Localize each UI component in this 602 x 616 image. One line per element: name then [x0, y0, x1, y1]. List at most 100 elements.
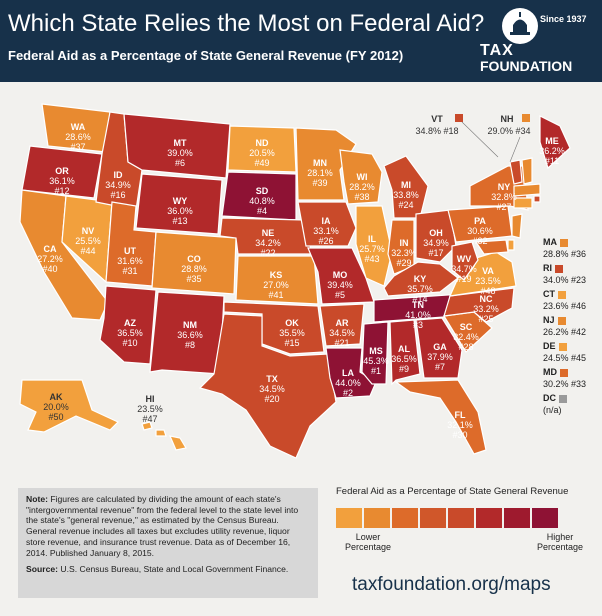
logo-since: Since 1937 [540, 14, 587, 24]
small-state-swatch [558, 342, 567, 351]
state-label-mo-value: 39.4% [327, 280, 353, 290]
state-nh [521, 157, 533, 185]
state-label-co-value: 28.8% [181, 264, 207, 274]
state-label-or-rank: #12 [54, 186, 69, 196]
state-label-wa-abbr: WA [71, 122, 86, 132]
state-label-mt-rank: #6 [175, 158, 185, 168]
state-ks [235, 255, 319, 305]
state-label-ms-value: 45.3% [363, 356, 389, 366]
state-label-nm-abbr: NM [183, 320, 197, 330]
legend-swatch-7 [504, 508, 530, 528]
state-label-ca-rank: #40 [42, 264, 57, 274]
state-label-nc-abbr: NC [480, 294, 493, 304]
state-label-mi-value: 33.8% [393, 190, 419, 200]
vt-callout-value: 34.8% #18 [415, 126, 458, 136]
state-nd [227, 125, 297, 173]
state-label-ia-rank: #26 [318, 236, 333, 246]
state-mn [295, 127, 357, 201]
small-state-value: 23.6% #46 [543, 301, 587, 311]
state-label-ny-value: 32.8% [491, 192, 517, 202]
state-tx [198, 313, 337, 459]
state-label-sd-rank: #4 [257, 206, 267, 216]
state-label-tn-value: 41.0% [405, 310, 431, 320]
small-state-abbr: NJ [543, 315, 555, 325]
small-state-abbr: DE [543, 341, 556, 351]
state-label-wi-abbr: WI [357, 172, 368, 182]
state-label-me-abbr: ME [545, 136, 559, 146]
state-label-la-value: 44.0% [335, 378, 361, 388]
source-url[interactable]: taxfoundation.org/maps [352, 574, 551, 595]
state-label-hi-value: 23.5% [137, 404, 163, 414]
small-state-abbr: DC [543, 393, 556, 403]
legend-swatch-8 [532, 508, 558, 528]
state-label-wy-rank: #13 [172, 216, 187, 226]
state-label-ca-value: 27.2% [37, 254, 63, 264]
page-title: Which State Relies the Most on Federal A… [8, 10, 485, 37]
state-label-ut-rank: #31 [122, 266, 137, 276]
small-state-value: (n/a) [543, 405, 562, 415]
state-label-ks-rank: #41 [268, 290, 283, 300]
state-label-pa-abbr: PA [474, 216, 486, 226]
legend-swatch-5 [448, 508, 474, 528]
source-text: U.S. Census Bureau, State and Local Gove… [60, 564, 289, 575]
state-label-wi-value: 28.2% [349, 182, 375, 192]
state-wy [135, 173, 223, 235]
state-label-wa-rank: #37 [70, 142, 85, 152]
state-wv [451, 241, 479, 281]
legend-title: Federal Aid as a Percentage of State Gen… [336, 486, 569, 497]
state-label-hi-abbr: HI [146, 394, 155, 404]
state-label-ar-abbr: AR [336, 318, 349, 328]
state-nj [511, 213, 523, 239]
state-label-sd-abbr: SD [256, 186, 269, 196]
state-label-ok-rank: #15 [284, 338, 299, 348]
state-label-ny-abbr: NY [498, 182, 511, 192]
state-label-ok-abbr: OK [285, 318, 299, 328]
state-label-co-rank: #35 [186, 274, 201, 284]
state-label-ia-value: 33.1% [313, 226, 339, 236]
nh-leader-line [509, 136, 521, 163]
state-il [355, 205, 393, 287]
state-label-ne-abbr: NE [262, 228, 275, 238]
state-de [507, 239, 515, 251]
state-wi [339, 149, 383, 205]
state-label-wi-rank: #38 [354, 192, 369, 202]
state-ky [383, 261, 459, 297]
state-label-il-rank: #43 [364, 254, 379, 264]
state-vt [509, 159, 523, 185]
state-label-mn-rank: #39 [312, 178, 327, 188]
state-label-al-abbr: AL [398, 344, 410, 354]
state-ak [19, 379, 120, 433]
state-label-tx-abbr: TX [266, 374, 278, 384]
labels-layer: WA28.6%#37OR36.1%#12CA27.2%#40NV25.5%#44… [37, 122, 565, 440]
small-state-ri: RI 34.0% #23 [543, 263, 586, 285]
state-label-wv-abbr: WV [457, 254, 472, 264]
state-label-va-rank: #48 [480, 286, 495, 296]
state-hi [141, 421, 187, 451]
small-state-ct: CT 23.6% #46 [543, 289, 586, 311]
state-label-ga-abbr: GA [433, 342, 447, 352]
small-state-swatch [555, 264, 563, 273]
state-label-mt-abbr: MT [174, 138, 187, 148]
state-label-wy-abbr: WY [173, 196, 188, 206]
state-az [99, 285, 157, 365]
state-label-al-rank: #9 [399, 364, 409, 374]
state-label-ms-rank: #1 [371, 366, 381, 376]
state-label-ks-abbr: KS [270, 270, 283, 280]
state-label-nm-value: 36.6% [177, 330, 203, 340]
state-label-nv-rank: #44 [80, 246, 95, 256]
legend-swatch-1 [336, 508, 362, 528]
source-label: Source: [26, 564, 58, 575]
state-label-in-abbr: IN [400, 238, 409, 248]
state-label-nv-value: 25.5% [75, 236, 101, 246]
state-nm [149, 291, 225, 375]
tax-foundation-logo: Since 1937 TAX FOUNDATION [480, 8, 590, 76]
small-state-abbr: CT [543, 289, 555, 299]
state-label-nm-rank: #8 [185, 340, 195, 350]
small-state-abbr: MA [543, 237, 557, 247]
state-label-fl-abbr: FL [455, 410, 466, 420]
state-label-wa-value: 28.6% [65, 132, 91, 142]
state-label-az-value: 36.5% [117, 328, 143, 338]
state-ga [415, 317, 463, 379]
state-co [151, 231, 237, 295]
state-label-tn-rank: #3 [413, 320, 423, 330]
